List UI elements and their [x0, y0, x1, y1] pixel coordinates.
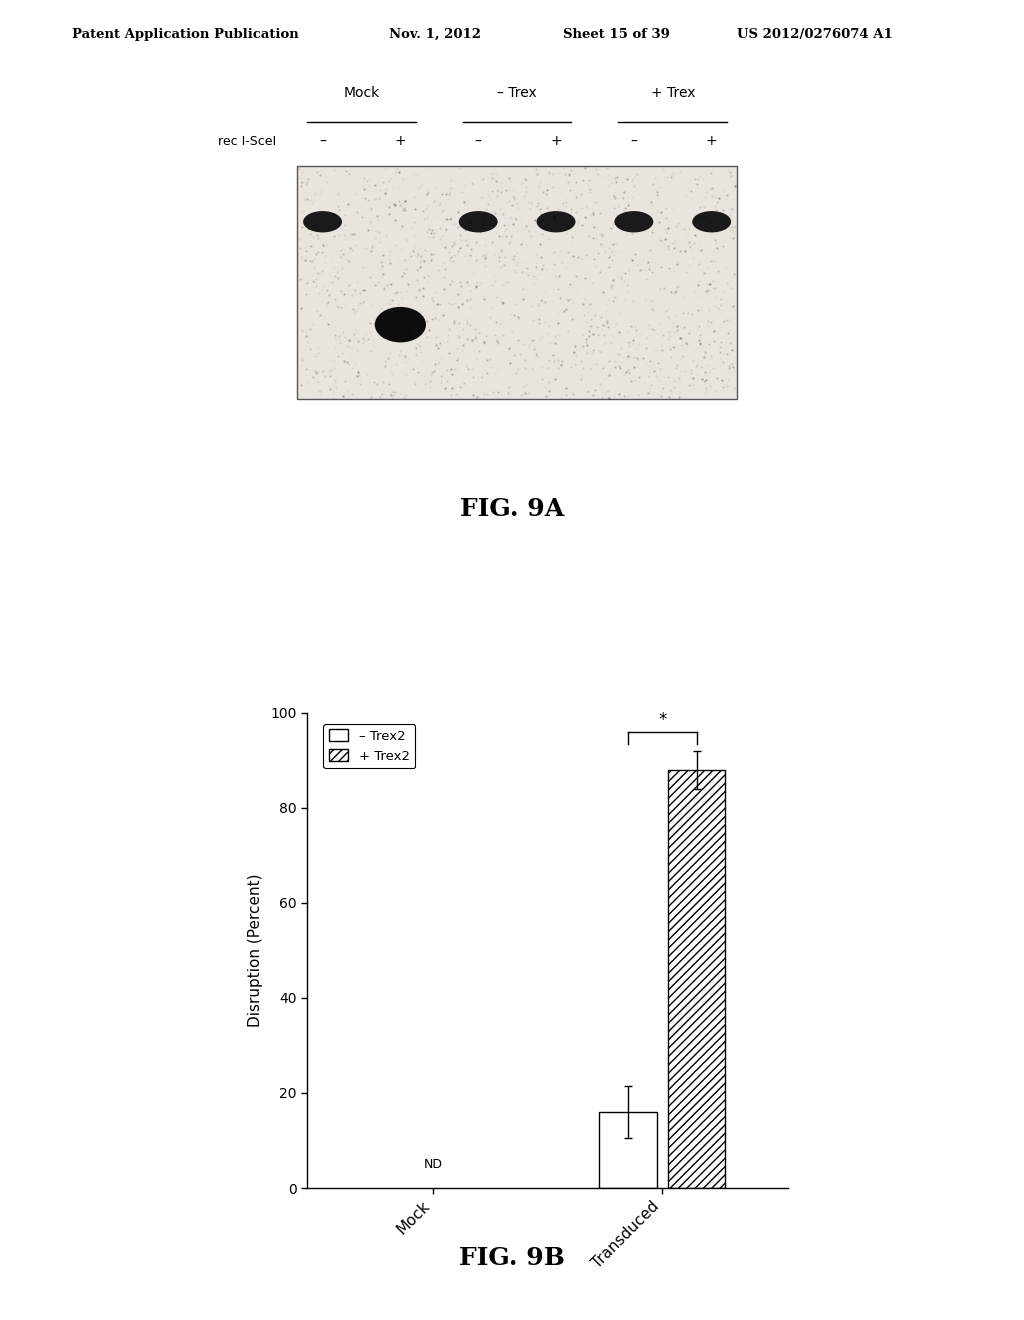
Text: +: + [706, 135, 718, 148]
Text: – Trex: – Trex [498, 86, 537, 100]
Text: Sheet 15 of 39: Sheet 15 of 39 [563, 28, 670, 41]
Text: –: – [631, 135, 637, 148]
Text: –: – [475, 135, 481, 148]
Ellipse shape [537, 211, 575, 232]
Ellipse shape [614, 211, 653, 232]
Bar [599, 1111, 656, 1188]
Text: Patent Application Publication: Patent Application Publication [72, 28, 298, 41]
Text: *: * [658, 711, 667, 730]
Bar [297, 166, 737, 399]
Ellipse shape [303, 211, 342, 232]
Text: rec I-SceI: rec I-SceI [218, 135, 276, 148]
Text: US 2012/0276074 A1: US 2012/0276074 A1 [737, 28, 893, 41]
Text: Nov. 1, 2012: Nov. 1, 2012 [389, 28, 481, 41]
Text: +: + [550, 135, 562, 148]
Text: + Trex: + Trex [650, 86, 695, 100]
Ellipse shape [692, 211, 731, 232]
Text: FIG. 9B: FIG. 9B [459, 1246, 565, 1270]
Text: –: – [319, 135, 326, 148]
Text: Mock: Mock [343, 86, 380, 100]
Legend: – Trex2, + Trex2: – Trex2, + Trex2 [324, 725, 416, 768]
Ellipse shape [459, 211, 498, 232]
Text: +: + [394, 135, 407, 148]
Bar [668, 770, 725, 1188]
Ellipse shape [375, 308, 426, 342]
Y-axis label: Disruption (Percent): Disruption (Percent) [249, 874, 263, 1027]
Text: ND: ND [424, 1159, 442, 1171]
Text: FIG. 9A: FIG. 9A [460, 498, 564, 521]
